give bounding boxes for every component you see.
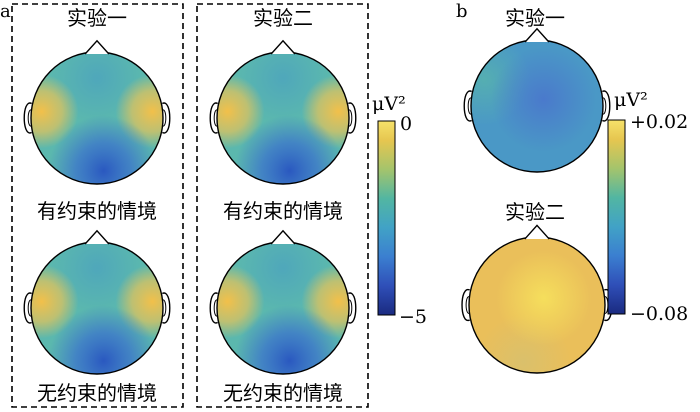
colorbar-b-min: −0.08 bbox=[630, 303, 688, 325]
scalp-map-exp1-constrained bbox=[23, 39, 171, 185]
ear-inner-line bbox=[602, 97, 607, 115]
scalp-map-exp2-constrained bbox=[209, 39, 357, 185]
scalp-map-b-exp1 bbox=[463, 27, 611, 173]
ear-inner-line bbox=[27, 109, 32, 127]
ear-inner-line bbox=[27, 299, 32, 317]
ear-inner-line bbox=[465, 296, 470, 314]
nose-marker bbox=[84, 39, 110, 55]
condition-label-constrained-exp1: 有约束的情境 bbox=[37, 199, 157, 223]
nose-marker bbox=[524, 224, 550, 240]
nose-marker bbox=[270, 39, 296, 55]
ear-inner-line bbox=[348, 109, 353, 127]
ear-inner-line bbox=[213, 109, 218, 127]
ear-inner-line bbox=[162, 299, 167, 317]
ear-inner-line bbox=[467, 97, 472, 115]
panel-a-title-exp2: 实验二 bbox=[253, 6, 313, 30]
nose-marker bbox=[270, 229, 296, 245]
ear-inner-line bbox=[213, 299, 218, 317]
scalp-map-b-exp2 bbox=[461, 224, 613, 374]
ear-inner-line bbox=[348, 299, 353, 317]
condition-label-constrained-exp2: 有约束的情境 bbox=[223, 199, 343, 223]
colorbar-b-max: +0.02 bbox=[630, 111, 688, 133]
colorbar-b bbox=[607, 119, 626, 315]
colorbar-a-min: −5 bbox=[399, 306, 427, 328]
scalp-map-exp1-unconstrained bbox=[23, 229, 171, 375]
nose-marker bbox=[84, 229, 110, 245]
ear-inner-line bbox=[162, 109, 167, 127]
colorbar-a-max: 0 bbox=[400, 113, 412, 135]
nose-marker bbox=[524, 27, 550, 43]
colorbar-a-unit: μV² bbox=[372, 93, 406, 115]
panel-b-title-exp2: 实验二 bbox=[505, 200, 565, 224]
panel-b-title-exp1: 实验一 bbox=[505, 6, 565, 30]
experiment-2-box bbox=[196, 3, 369, 408]
panel-a-label: a bbox=[0, 1, 11, 22]
colorbar-b-unit: μV² bbox=[614, 89, 648, 111]
experiment-1-box bbox=[11, 3, 184, 408]
condition-label-unconstrained-exp1: 无约束的情境 bbox=[37, 381, 157, 405]
panel-b-label: b bbox=[456, 1, 468, 22]
panel-a-title-exp1: 实验一 bbox=[67, 6, 127, 30]
colorbar-a bbox=[377, 120, 396, 316]
condition-label-unconstrained-exp2: 无约束的情境 bbox=[223, 381, 343, 405]
scalp-map-exp2-unconstrained bbox=[209, 229, 357, 375]
